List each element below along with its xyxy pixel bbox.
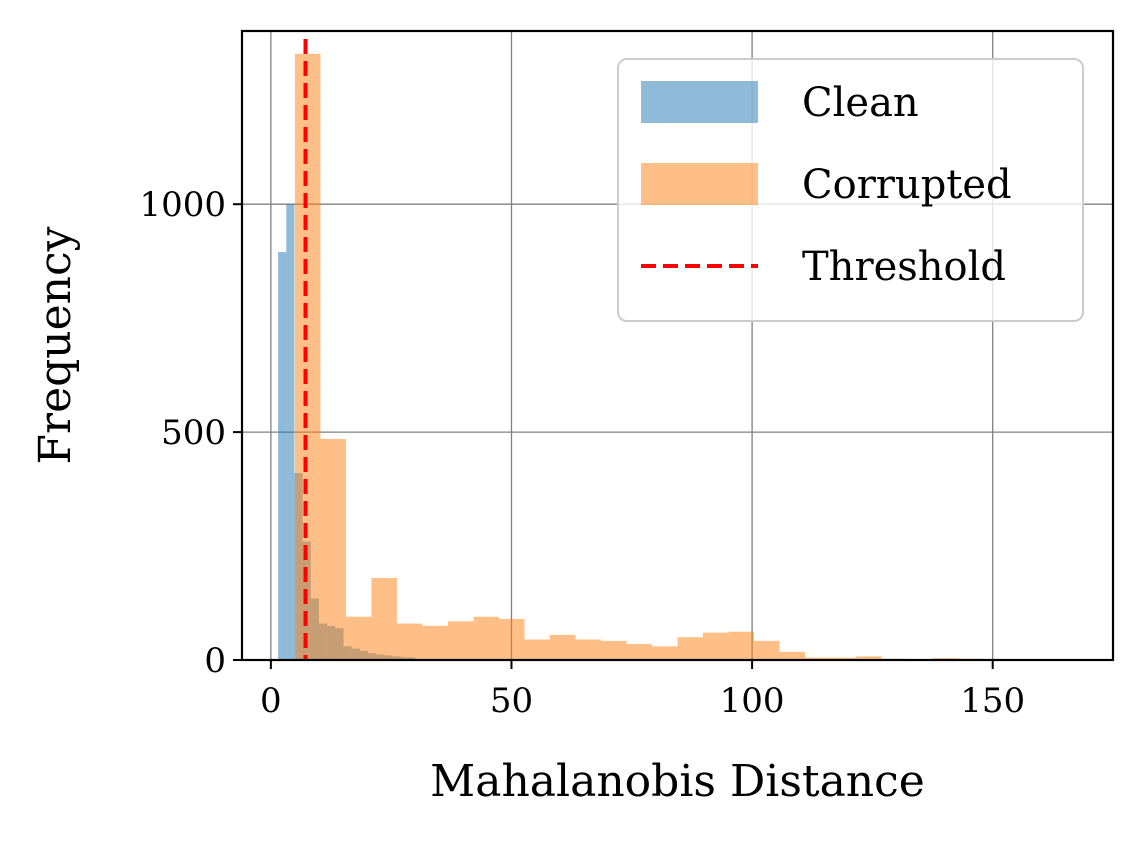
corrupted-bar-14 bbox=[651, 646, 678, 660]
y-tick-label-1: 500 bbox=[161, 413, 226, 453]
ticks-layer: 0 50 100 150 0 500 1000 bbox=[139, 185, 1025, 721]
corrupted-bar-9 bbox=[524, 639, 550, 660]
legend-swatch-clean bbox=[641, 81, 758, 123]
x-tick-label-1: 50 bbox=[490, 681, 533, 721]
corrupted-bar-13 bbox=[626, 644, 652, 660]
corrupted-bar-12 bbox=[600, 640, 627, 660]
y-axis-label: Frequency bbox=[30, 226, 81, 464]
corrupted-bar-6 bbox=[447, 621, 474, 660]
corrupted-bar-11 bbox=[575, 639, 601, 660]
corrupted-bar-1 bbox=[320, 438, 346, 660]
plot-frame bbox=[240, 29, 1115, 662]
x-tick-label-0: 0 bbox=[260, 681, 282, 721]
corrupted-bar-8 bbox=[498, 618, 525, 660]
series-corrupted bbox=[294, 53, 1035, 660]
clean-bar-0 bbox=[278, 252, 287, 661]
corrupted-bar-19 bbox=[779, 651, 806, 660]
legend: Clean Corrupted Threshold bbox=[617, 58, 1084, 322]
legend-swatch-corrupted bbox=[641, 163, 758, 205]
corrupted-bar-3 bbox=[371, 577, 397, 660]
clean-bar-1 bbox=[286, 204, 295, 661]
corrupted-bar-10 bbox=[549, 634, 576, 660]
corrupted-bar-20 bbox=[805, 657, 831, 660]
legend-label-clean: Clean bbox=[802, 80, 919, 126]
bars-layer bbox=[278, 53, 1035, 661]
corrupted-bar-18 bbox=[754, 640, 780, 660]
corrupted-bar-16 bbox=[703, 632, 729, 660]
x-tick-label-2: 100 bbox=[720, 681, 785, 721]
y-tick-label-2: 1000 bbox=[139, 185, 226, 225]
corrupted-bar-2 bbox=[345, 616, 372, 660]
x-axis-label: Mahalanobis Distance bbox=[430, 756, 925, 807]
corrupted-bar-22 bbox=[856, 656, 882, 660]
corrupted-bar-17 bbox=[728, 631, 755, 660]
corrupted-bar-5 bbox=[422, 625, 448, 660]
x-tick-label-3: 150 bbox=[960, 681, 1025, 721]
corrupted-bar-21 bbox=[830, 657, 857, 660]
corrupted-bar-0 bbox=[294, 53, 321, 660]
y-tick-label-0: 0 bbox=[204, 641, 226, 681]
corrupted-bar-4 bbox=[396, 623, 423, 660]
corrupted-bar-7 bbox=[473, 616, 499, 660]
legend-label-corrupted: Corrupted bbox=[802, 162, 1012, 208]
legend-label-threshold: Threshold bbox=[802, 244, 1006, 290]
legend-box bbox=[617, 58, 1084, 322]
corrupted-bar-15 bbox=[677, 637, 704, 660]
